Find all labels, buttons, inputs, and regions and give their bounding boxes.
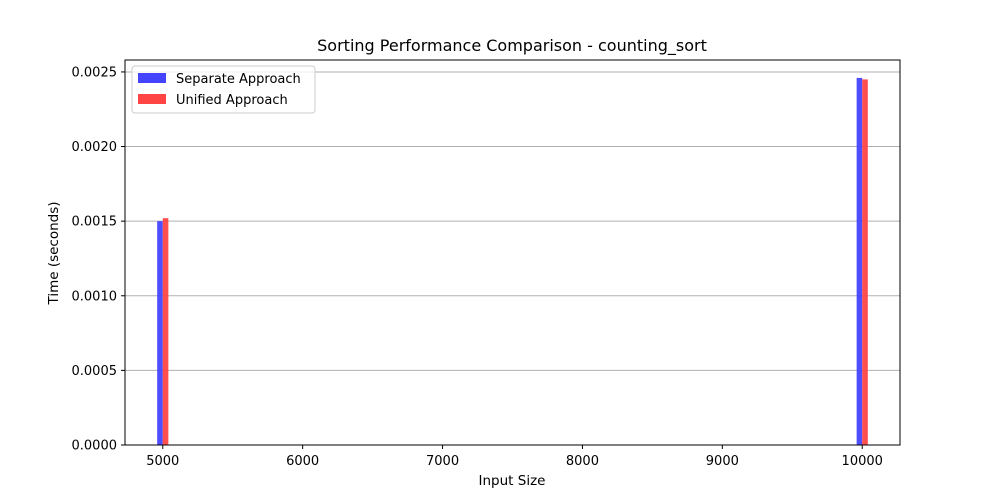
y-tick-label: 0.0025 bbox=[72, 65, 118, 80]
legend: Separate Approach Unified Approach bbox=[131, 65, 316, 114]
bar-unified-5000 bbox=[162, 218, 169, 445]
legend-swatch-unified bbox=[138, 94, 166, 104]
bar-unified-10000 bbox=[862, 79, 868, 445]
x-tick-label: 10000 bbox=[842, 454, 883, 469]
plot-frame bbox=[124, 59, 901, 446]
bar-separate-5000 bbox=[157, 221, 163, 445]
y-tick-label: 0.0005 bbox=[72, 364, 118, 379]
bar-separate-10000 bbox=[856, 77, 863, 445]
bars bbox=[157, 77, 868, 445]
x-axis-label: Input Size bbox=[479, 473, 546, 489]
x-tick-label: 8000 bbox=[566, 454, 599, 469]
x-tick-label: 6000 bbox=[286, 454, 319, 469]
legend-box bbox=[131, 65, 316, 114]
chart-title: Sorting Performance Comparison - countin… bbox=[317, 36, 707, 56]
ticks: 0.0000 0.0005 0.0010 0.0015 0.0020 0.0025 5000… bbox=[72, 65, 883, 469]
legend-label-unified: Unified Approach bbox=[176, 93, 288, 108]
y-axis-label: Time (seconds) bbox=[46, 201, 62, 305]
y-tick-label: 0.0000 bbox=[72, 439, 118, 454]
legend-swatch-separate bbox=[138, 73, 166, 83]
y-tick-label: 0.0020 bbox=[72, 140, 118, 155]
x-tick-label: 9000 bbox=[706, 454, 739, 469]
y-tick-label: 0.0015 bbox=[72, 215, 118, 230]
x-tick-label: 7000 bbox=[426, 454, 459, 469]
x-tick-label: 5000 bbox=[146, 454, 179, 469]
legend-label-separate: Separate Approach bbox=[176, 72, 301, 87]
y-tick-label: 0.0010 bbox=[72, 289, 118, 304]
